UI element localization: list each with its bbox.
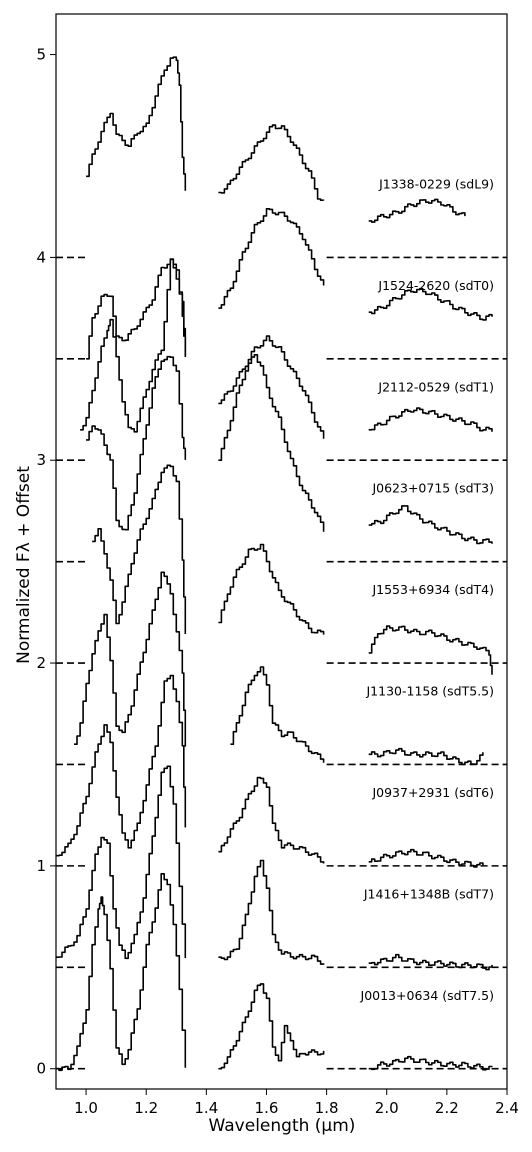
spectrum-j-band — [86, 355, 187, 531]
y-tick-label: 4 — [36, 248, 46, 266]
spectrum-h-band — [218, 124, 325, 201]
spectrum-h-band — [218, 859, 325, 965]
spectrum-series — [56, 674, 484, 868]
spectrum-j-band — [56, 674, 187, 857]
spectrum-j-band — [92, 464, 187, 634]
spectrum-h-band — [218, 208, 325, 309]
spectrum-series — [92, 464, 493, 675]
y-tick-label: 3 — [36, 451, 46, 469]
spectrum-j-band — [74, 571, 187, 747]
x-tick-label: 1.2 — [134, 1099, 158, 1117]
spectrum-label: J1416+1348B (sdT7) — [363, 886, 494, 901]
spectra-group — [56, 56, 493, 1072]
x-tick-label: 1.8 — [315, 1099, 339, 1117]
x-tick-label: 1.6 — [255, 1099, 279, 1117]
spectrum-h-band — [218, 543, 325, 635]
spectrum-label: J0013+0634 (sdT7.5) — [360, 988, 494, 1003]
x-tick-label: 1.0 — [74, 1099, 98, 1117]
spectrum-label: J1130-1158 (sdT5.5) — [365, 684, 494, 699]
spectrum-k-band — [368, 407, 493, 432]
spectrum-h-band — [218, 983, 325, 1070]
spectrum-series — [80, 258, 493, 439]
spectrum-series — [86, 56, 466, 223]
x-tick-label: 2.4 — [495, 1099, 519, 1117]
spectrum-k-band — [368, 198, 466, 223]
spectrum-k-band — [368, 747, 484, 766]
spectrum-h-band — [218, 335, 325, 439]
spectrum-k-band — [368, 625, 493, 675]
x-axis: 1.0 1.2 1.4 1.6 1.8 2.0 2.2 2.4 — [74, 1089, 519, 1117]
spectrum-series — [56, 765, 493, 971]
spectrum-k-band — [368, 953, 493, 971]
spectrum-label: J0937+2931 (sdT6) — [371, 785, 494, 800]
spectrum-j-band — [80, 258, 187, 433]
spectrum-series — [86, 354, 493, 545]
spectrum-k-band — [368, 1055, 493, 1071]
spectrum-j-band — [56, 765, 187, 960]
spectrum-label: J1553+6934 (sdT4) — [371, 582, 494, 597]
spectrum-k-band — [368, 287, 493, 321]
x-tick-label: 2.0 — [375, 1099, 399, 1117]
spectrum-h-band — [230, 666, 325, 763]
y-tick-label: 1 — [36, 857, 46, 875]
spectrum-k-band — [368, 505, 493, 545]
spectrum-label: J1338-0229 (sdL9) — [378, 176, 494, 191]
spectrum-label: J1524-2620 (sdT0) — [377, 278, 494, 293]
spectrum-h-band — [218, 354, 325, 532]
spectrum-labels: J1338-0229 (sdL9) J1524-2620 (sdT0) J2112-… — [360, 176, 494, 1002]
spectrum-j-band — [86, 56, 187, 191]
spectrum-k-band — [368, 848, 484, 868]
spectrum-h-band — [218, 776, 325, 864]
spectrum-j-band — [56, 873, 187, 1072]
y-tick-label: 2 — [36, 654, 46, 672]
x-axis-label: Wavelength (μm) — [209, 1116, 356, 1136]
plot-frame — [55, 13, 508, 1090]
y-tick-label: 5 — [36, 46, 46, 64]
spectrum-series — [56, 873, 493, 1072]
plot-border — [55, 13, 508, 1090]
spectrum-label: J0623+0715 (sdT3) — [371, 481, 494, 496]
y-tick-label: 0 — [36, 1060, 46, 1078]
x-tick-label: 2.2 — [435, 1099, 459, 1117]
spectrum-series — [74, 571, 484, 766]
spectrum-label: J2112-0529 (sdT1) — [377, 379, 494, 394]
y-axis: 0 1 2 3 4 5 — [36, 46, 56, 1078]
y-axis-label: Normalized Fλ + Offset — [14, 466, 34, 664]
x-tick-label: 1.4 — [194, 1099, 218, 1117]
